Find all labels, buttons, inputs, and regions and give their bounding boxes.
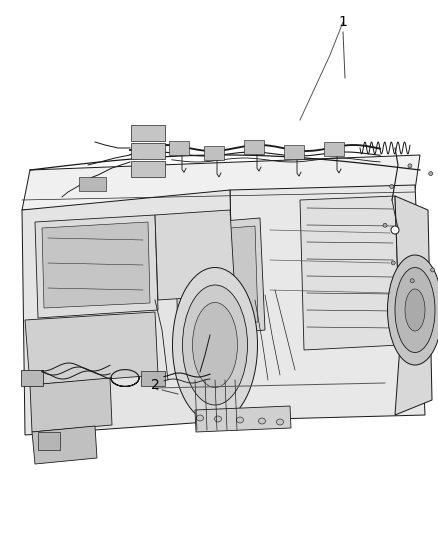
Polygon shape (300, 196, 400, 350)
FancyBboxPatch shape (324, 142, 344, 156)
Polygon shape (155, 210, 235, 300)
Polygon shape (25, 312, 158, 385)
Ellipse shape (197, 415, 204, 421)
Polygon shape (42, 222, 150, 308)
FancyBboxPatch shape (21, 370, 43, 386)
Ellipse shape (405, 289, 425, 331)
Polygon shape (395, 196, 432, 415)
Ellipse shape (395, 268, 435, 352)
Ellipse shape (431, 268, 434, 272)
FancyBboxPatch shape (131, 143, 165, 159)
Polygon shape (175, 218, 265, 338)
Polygon shape (195, 406, 291, 432)
FancyBboxPatch shape (244, 140, 264, 154)
Ellipse shape (429, 172, 433, 175)
Ellipse shape (383, 223, 387, 227)
Polygon shape (22, 155, 420, 210)
Polygon shape (182, 226, 258, 328)
FancyBboxPatch shape (204, 146, 224, 160)
Ellipse shape (237, 417, 244, 423)
Ellipse shape (215, 416, 222, 422)
Ellipse shape (391, 261, 395, 265)
Ellipse shape (390, 184, 394, 189)
Polygon shape (22, 190, 235, 435)
Ellipse shape (408, 164, 412, 168)
FancyBboxPatch shape (38, 432, 60, 450)
Ellipse shape (276, 419, 283, 425)
Text: 2: 2 (151, 378, 159, 392)
Ellipse shape (173, 268, 258, 423)
FancyBboxPatch shape (169, 141, 189, 156)
Ellipse shape (192, 303, 237, 387)
Polygon shape (32, 426, 97, 464)
Ellipse shape (410, 279, 414, 282)
Ellipse shape (391, 226, 399, 234)
FancyBboxPatch shape (131, 161, 165, 177)
FancyBboxPatch shape (131, 125, 165, 141)
Polygon shape (35, 215, 158, 318)
Polygon shape (30, 378, 112, 432)
FancyBboxPatch shape (79, 177, 106, 191)
Ellipse shape (388, 255, 438, 365)
Text: 1: 1 (339, 15, 347, 29)
FancyBboxPatch shape (141, 371, 165, 386)
FancyBboxPatch shape (284, 145, 304, 159)
Ellipse shape (258, 418, 265, 424)
Polygon shape (230, 185, 425, 420)
Ellipse shape (183, 285, 247, 405)
